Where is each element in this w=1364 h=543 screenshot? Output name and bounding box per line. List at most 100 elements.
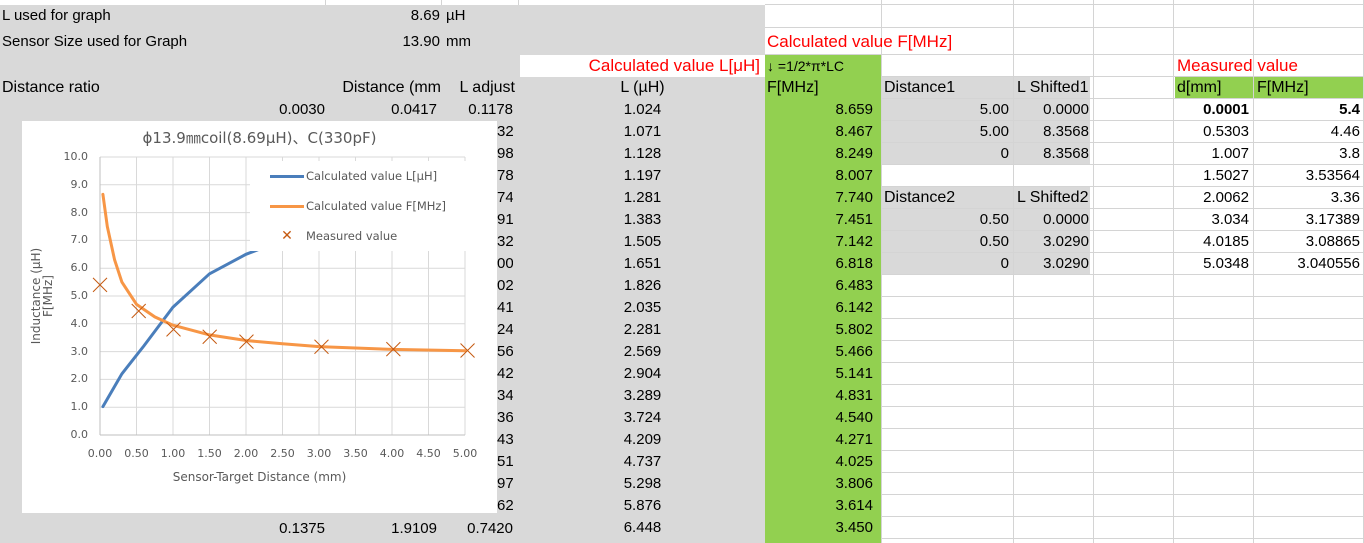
measured-f-cell[interactable]: 3.17389 (1305, 211, 1360, 228)
l-adjust-cell[interactable]: 91 (497, 211, 513, 228)
l-adjust-cell[interactable]: 34 (497, 387, 513, 404)
l-adjust-cell[interactable]: 62 (497, 497, 513, 514)
measured-f-cell[interactable]: 3.53564 (1305, 167, 1360, 184)
measured-d-cell[interactable]: 4.0185 (1203, 233, 1249, 250)
f-value-cell[interactable]: 3.614 (835, 497, 873, 514)
measured-f-cell[interactable]: 4.46 (1330, 123, 1360, 140)
last-l-adjust[interactable]: 0.7420 (467, 520, 513, 537)
f-value-cell[interactable]: 4.271 (835, 431, 873, 448)
f-value-cell[interactable]: 8.249 (835, 145, 873, 162)
l-value-cell[interactable]: 1.505 (623, 233, 662, 250)
l-value-cell[interactable]: 1.651 (623, 255, 662, 272)
l-adjust-cell[interactable]: 24 (497, 321, 513, 338)
measured-f-cell[interactable]: 3.08865 (1305, 233, 1360, 250)
measured-f-cell[interactable]: 3.36 (1330, 189, 1360, 206)
last-ratio[interactable]: 0.1375 (279, 520, 325, 537)
l-value-cell[interactable]: 4.209 (623, 431, 662, 448)
distance2-cell[interactable]: 0.50 (979, 233, 1009, 250)
f-value-cell[interactable]: 7.142 (835, 233, 873, 250)
l-adjust-cell[interactable]: 32 (497, 233, 513, 250)
l-value-cell[interactable]: 1.071 (623, 123, 662, 140)
l-value-cell[interactable]: 1.197 (623, 167, 662, 184)
l-value-cell[interactable]: 1.128 (623, 145, 662, 162)
f-value-cell[interactable]: 3.450 (835, 519, 873, 536)
distance2-cell[interactable]: 0 (1000, 255, 1009, 272)
measured-d-cell[interactable]: 1.007 (1211, 145, 1249, 162)
f-value-cell[interactable]: 6.483 (835, 277, 873, 294)
f-value-cell[interactable]: 5.466 (835, 343, 873, 360)
l-adjust-cell[interactable]: 43 (497, 431, 513, 448)
measured-d-cell[interactable]: 2.0062 (1203, 189, 1249, 206)
f-value-cell[interactable]: 7.451 (835, 211, 873, 228)
chart[interactable]: ϕ13.9㎜coil(8.69μH)、C(330pF) 10.0 9.0 8.0 7.… (22, 121, 497, 513)
l-shifted2-cell[interactable]: 0.0000 (1043, 211, 1089, 228)
l-shifted2-cell[interactable]: 3.0290 (1043, 233, 1089, 250)
distance1-cell[interactable]: 5.00 (979, 123, 1009, 140)
f-value-cell[interactable]: 4.540 (835, 409, 873, 426)
l-value-cell[interactable]: 1.281 (623, 189, 662, 206)
f-value-cell[interactable]: 5.802 (835, 321, 873, 338)
measured-f-cell[interactable]: 3.040556 (1297, 255, 1360, 272)
l-value-cell[interactable]: 5.876 (623, 497, 662, 514)
measured-d-cell[interactable]: 1.5027 (1203, 167, 1249, 184)
l-value-cell[interactable]: 1.826 (623, 277, 662, 294)
f-value-cell[interactable]: 8.659 (835, 101, 873, 118)
measured-d-cell[interactable]: 0.0001 (1203, 101, 1249, 118)
measured-d-cell[interactable]: 5.0348 (1203, 255, 1249, 272)
l-adjust-cell[interactable]: 02 (497, 277, 513, 294)
f-value-cell[interactable]: 6.818 (835, 255, 873, 272)
f-value-cell[interactable]: 8.007 (835, 167, 873, 184)
l-value-cell[interactable]: 4.737 (623, 453, 662, 470)
l-value-cell[interactable]: 5.298 (623, 475, 662, 492)
l-adjust-cell[interactable]: 42 (497, 365, 513, 382)
f-value-cell[interactable]: 5.141 (835, 365, 873, 382)
l-value-cell[interactable]: 6.448 (623, 519, 662, 536)
l-value-cell[interactable]: 2.281 (623, 321, 662, 338)
l-value-cell[interactable]: 3.724 (623, 409, 662, 426)
l-shifted1-cell[interactable]: 0.0000 (1043, 101, 1089, 118)
l-shifted1-cell[interactable]: 8.3568 (1043, 123, 1089, 140)
l-value-cell[interactable]: 2.904 (623, 365, 662, 382)
distance1-cell[interactable]: 0 (1000, 145, 1009, 162)
measured-d-cell[interactable]: 0.5303 (1203, 123, 1249, 140)
f-value-cell[interactable]: 4.025 (835, 453, 873, 470)
first-l-adjust[interactable]: 0.1178 (468, 101, 513, 118)
l-shifted1-cell[interactable]: 8.3568 (1043, 145, 1089, 162)
last-distance[interactable]: 1.9109 (391, 520, 437, 537)
distance2-cell[interactable]: 0.50 (979, 211, 1009, 228)
header-distance1: Distance1 (884, 79, 956, 96)
f-value-cell[interactable]: 4.831 (835, 387, 873, 404)
l-adjust-cell[interactable]: 98 (497, 145, 513, 162)
grid-line (881, 0, 882, 543)
measured-f-cell[interactable]: 3.8 (1339, 145, 1360, 162)
first-ratio[interactable]: 0.0030 (279, 101, 325, 118)
f-value-cell[interactable]: 8.467 (835, 123, 873, 140)
distance1-cell[interactable]: 5.00 (979, 101, 1009, 118)
l-adjust-cell[interactable]: 56 (497, 343, 513, 360)
grid-line (881, 296, 1364, 297)
measured-d-cell[interactable]: 3.034 (1211, 211, 1249, 228)
l-value-cell[interactable]: 3.289 (623, 387, 662, 404)
l-adjust-cell[interactable]: 97 (497, 475, 513, 492)
y-tick-label: 8.0 (70, 205, 89, 219)
l-adjust-cell[interactable]: 41 (497, 299, 513, 316)
l-adjust-cell[interactable]: 51 (497, 453, 513, 470)
l-adjust-cell[interactable]: 32 (497, 123, 513, 140)
measured-f-cell[interactable]: 5.4 (1339, 101, 1360, 118)
l-value-cell[interactable]: 1.024 (623, 101, 662, 118)
l-shifted2-cell[interactable]: 3.0290 (1043, 255, 1089, 272)
l-adjust-cell[interactable]: 00 (497, 255, 513, 272)
l-adjust-cell[interactable]: 74 (497, 189, 513, 206)
l-used-value[interactable]: 8.69 (410, 7, 440, 24)
first-distance[interactable]: 0.0417 (391, 101, 437, 118)
f-value-cell[interactable]: 6.142 (835, 299, 873, 316)
f-value-cell[interactable]: 3.806 (835, 475, 873, 492)
formula-cell[interactable]: ↓ =1/2*π*LC (767, 58, 844, 74)
l-value-cell[interactable]: 2.035 (623, 299, 662, 316)
l-adjust-cell[interactable]: 78 (497, 167, 513, 184)
f-value-cell[interactable]: 7.740 (835, 189, 873, 206)
l-value-cell[interactable]: 1.383 (623, 211, 662, 228)
l-value-cell[interactable]: 2.569 (623, 343, 662, 360)
l-adjust-cell[interactable]: 36 (497, 409, 513, 426)
sensor-size-value[interactable]: 13.90 (402, 33, 440, 50)
